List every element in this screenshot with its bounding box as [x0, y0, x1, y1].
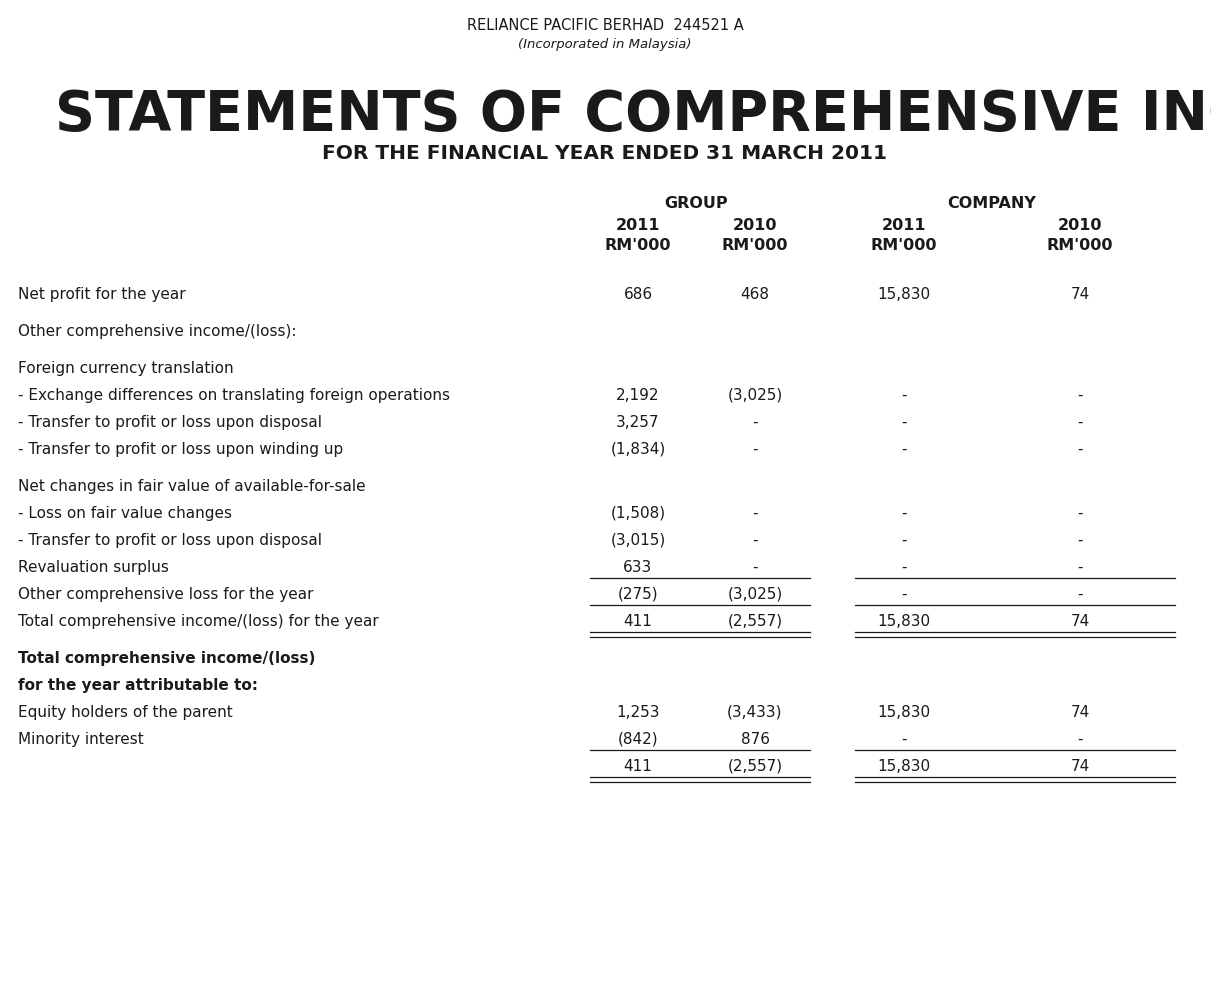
Text: (275): (275) [618, 587, 659, 602]
Text: for the year attributable to:: for the year attributable to: [18, 678, 258, 693]
Text: -: - [1078, 560, 1083, 575]
Text: -: - [901, 533, 907, 548]
Text: -: - [1078, 415, 1083, 430]
Text: (842): (842) [618, 732, 659, 747]
Text: RM'000: RM'000 [871, 238, 937, 253]
Text: (2,557): (2,557) [728, 759, 782, 774]
Text: - Transfer to profit or loss upon disposal: - Transfer to profit or loss upon dispos… [18, 415, 322, 430]
Text: -: - [1078, 732, 1083, 747]
Text: -: - [901, 506, 907, 521]
Text: Foreign currency translation: Foreign currency translation [18, 361, 234, 376]
Text: Equity holders of the parent: Equity holders of the parent [18, 705, 233, 720]
Text: (3,025): (3,025) [728, 388, 782, 403]
Text: -: - [752, 560, 758, 575]
Text: -: - [901, 732, 907, 747]
Text: 15,830: 15,830 [878, 705, 930, 720]
Text: GROUP: GROUP [665, 196, 728, 211]
Text: -: - [1078, 587, 1083, 602]
Text: Net profit for the year: Net profit for the year [18, 287, 185, 302]
Text: 74: 74 [1071, 705, 1090, 720]
Text: (3,025): (3,025) [728, 587, 782, 602]
Text: RM'000: RM'000 [1046, 238, 1113, 253]
Text: Total comprehensive income/(loss): Total comprehensive income/(loss) [18, 651, 315, 666]
Text: STATEMENTS OF COMPREHENSIVE INCOME: STATEMENTS OF COMPREHENSIVE INCOME [54, 88, 1211, 142]
Text: 74: 74 [1071, 287, 1090, 302]
Text: -: - [901, 587, 907, 602]
Text: (1,508): (1,508) [610, 506, 666, 521]
Text: (1,834): (1,834) [610, 442, 666, 457]
Text: 1,253: 1,253 [616, 705, 660, 720]
Text: Other comprehensive loss for the year: Other comprehensive loss for the year [18, 587, 314, 602]
Text: (Incorporated in Malaysia): (Incorporated in Malaysia) [518, 38, 691, 51]
Text: Revaluation surplus: Revaluation surplus [18, 560, 168, 575]
Text: (3,433): (3,433) [728, 705, 782, 720]
Text: RM'000: RM'000 [722, 238, 788, 253]
Text: 15,830: 15,830 [878, 287, 930, 302]
Text: 15,830: 15,830 [878, 759, 930, 774]
Text: 74: 74 [1071, 614, 1090, 629]
Text: 876: 876 [740, 732, 769, 747]
Text: 468: 468 [740, 287, 769, 302]
Text: 411: 411 [624, 614, 653, 629]
Text: -: - [1078, 533, 1083, 548]
Text: 686: 686 [624, 287, 653, 302]
Text: Net changes in fair value of available-for-sale: Net changes in fair value of available-f… [18, 479, 366, 494]
Text: -: - [1078, 442, 1083, 457]
Text: -: - [752, 442, 758, 457]
Text: (2,557): (2,557) [728, 614, 782, 629]
Text: -: - [1078, 388, 1083, 403]
Text: Minority interest: Minority interest [18, 732, 144, 747]
Text: 2010: 2010 [1057, 218, 1102, 233]
Text: Other comprehensive income/(loss):: Other comprehensive income/(loss): [18, 324, 297, 339]
Text: -: - [752, 533, 758, 548]
Text: Total comprehensive income/(loss) for the year: Total comprehensive income/(loss) for th… [18, 614, 379, 629]
Text: -: - [752, 506, 758, 521]
Text: 2010: 2010 [733, 218, 777, 233]
Text: -: - [752, 415, 758, 430]
Text: 411: 411 [624, 759, 653, 774]
Text: 2,192: 2,192 [616, 388, 660, 403]
Text: FOR THE FINANCIAL YEAR ENDED 31 MARCH 2011: FOR THE FINANCIAL YEAR ENDED 31 MARCH 20… [322, 144, 888, 163]
Text: -: - [901, 415, 907, 430]
Text: -: - [901, 388, 907, 403]
Text: 2011: 2011 [882, 218, 926, 233]
Text: 3,257: 3,257 [616, 415, 660, 430]
Text: COMPANY: COMPANY [947, 196, 1037, 211]
Text: RELIANCE PACIFIC BERHAD  244521 A: RELIANCE PACIFIC BERHAD 244521 A [466, 18, 744, 33]
Text: 2011: 2011 [615, 218, 660, 233]
Text: -: - [901, 442, 907, 457]
Text: (3,015): (3,015) [610, 533, 666, 548]
Text: -: - [901, 560, 907, 575]
Text: - Transfer to profit or loss upon winding up: - Transfer to profit or loss upon windin… [18, 442, 343, 457]
Text: - Transfer to profit or loss upon disposal: - Transfer to profit or loss upon dispos… [18, 533, 322, 548]
Text: -: - [1078, 506, 1083, 521]
Text: 74: 74 [1071, 759, 1090, 774]
Text: 633: 633 [624, 560, 653, 575]
Text: - Loss on fair value changes: - Loss on fair value changes [18, 506, 233, 521]
Text: RM'000: RM'000 [604, 238, 671, 253]
Text: 15,830: 15,830 [878, 614, 930, 629]
Text: - Exchange differences on translating foreign operations: - Exchange differences on translating fo… [18, 388, 450, 403]
